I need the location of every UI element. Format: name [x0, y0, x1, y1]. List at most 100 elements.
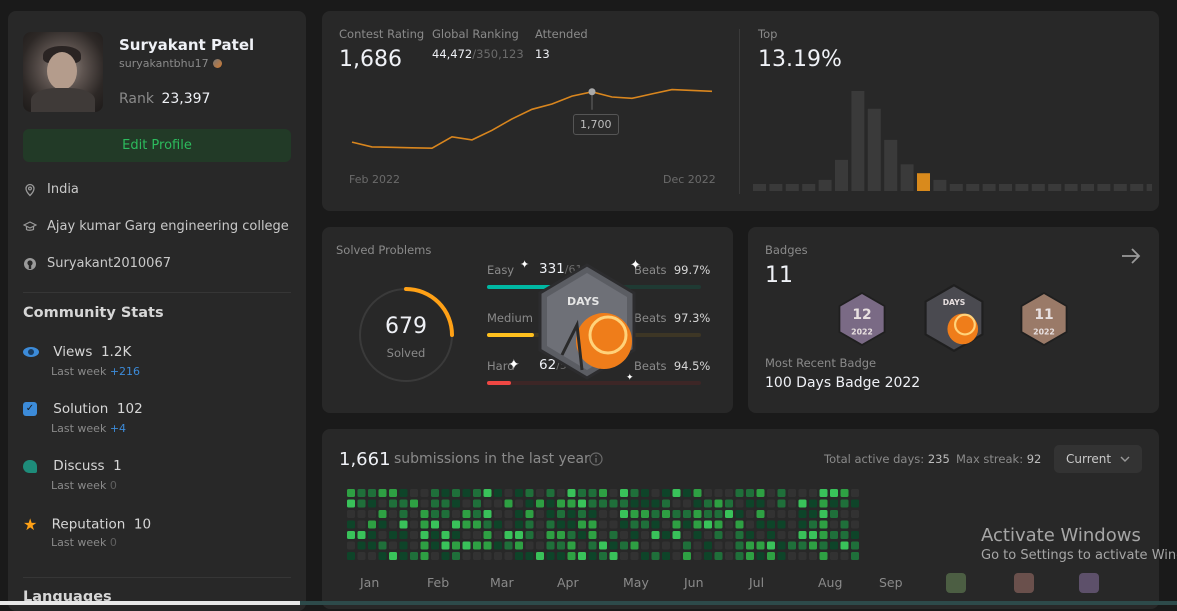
heatmap-cell[interactable]: [357, 541, 366, 550]
heatmap-cell[interactable]: [756, 531, 765, 539]
heatmap-cell[interactable]: [494, 510, 502, 518]
heatmap-cell[interactable]: [830, 489, 838, 497]
heatmap-cell[interactable]: [389, 520, 397, 529]
heatmap-cell[interactable]: [536, 531, 544, 539]
submission-heatmap[interactable]: [347, 489, 1147, 574]
histogram-bar[interactable]: [917, 173, 930, 191]
heatmap-cell[interactable]: [399, 499, 408, 508]
heatmap-cell[interactable]: [431, 510, 439, 518]
heatmap-cell[interactable]: [525, 510, 534, 518]
heatmap-cell[interactable]: [368, 499, 376, 508]
heatmap-cell[interactable]: [483, 531, 492, 539]
heatmap-cell[interactable]: [725, 531, 733, 539]
heatmap-cell[interactable]: [609, 520, 618, 529]
heatmap-cell[interactable]: [368, 489, 376, 497]
heatmap-cell[interactable]: [441, 489, 450, 497]
heatmap-cell[interactable]: [347, 552, 355, 560]
heatmap-cell[interactable]: [798, 520, 807, 529]
heatmap-cell[interactable]: [693, 520, 702, 529]
heatmap-cell[interactable]: [483, 510, 492, 518]
heatmap-cell[interactable]: [704, 520, 712, 529]
heatmap-cell[interactable]: [683, 552, 691, 560]
heatmap-cell[interactable]: [557, 531, 565, 539]
heatmap-cell[interactable]: [693, 489, 702, 497]
heatmap-cell[interactable]: [788, 520, 796, 529]
heatmap-cell[interactable]: [578, 510, 586, 518]
histogram-bar[interactable]: [818, 179, 832, 191]
heatmap-cell[interactable]: [725, 510, 733, 518]
heatmap-cell[interactable]: [515, 541, 523, 550]
heatmap-cell[interactable]: [672, 489, 681, 497]
heatmap-cell[interactable]: [525, 541, 534, 550]
heatmap-cell[interactable]: [599, 510, 607, 518]
heatmap-cell[interactable]: [704, 510, 712, 518]
heatmap-cell[interactable]: [588, 541, 597, 550]
heatmap-cell[interactable]: [704, 541, 712, 550]
heatmap-cell[interactable]: [809, 541, 817, 550]
heatmap-cell[interactable]: [767, 510, 775, 518]
histogram-bar[interactable]: [835, 159, 848, 191]
heatmap-cell[interactable]: [588, 499, 597, 508]
histogram-bar[interactable]: [851, 91, 865, 191]
histogram-bar[interactable]: [1031, 184, 1045, 191]
heatmap-cell[interactable]: [662, 520, 670, 529]
heatmap-cell[interactable]: [819, 531, 828, 539]
heatmap-cell[interactable]: [462, 531, 471, 539]
heatmap-cell[interactable]: [809, 531, 817, 539]
heatmap-cell[interactable]: [630, 552, 639, 560]
heatmap-cell[interactable]: [767, 552, 775, 560]
heatmap-cell[interactable]: [536, 489, 544, 497]
heatmap-cell[interactable]: [788, 489, 796, 497]
heatmap-cell[interactable]: [704, 531, 712, 539]
heatmap-cell[interactable]: [546, 520, 555, 529]
heatmap-cell[interactable]: [567, 520, 576, 529]
heatmap-cell[interactable]: [683, 531, 691, 539]
heatmap-cell[interactable]: [851, 499, 859, 508]
heatmap-cell[interactable]: [756, 552, 765, 560]
heatmap-cell[interactable]: [536, 510, 544, 518]
heatmap-cell[interactable]: [546, 531, 555, 539]
heatmap-cell[interactable]: [851, 520, 859, 529]
heatmap-cell[interactable]: [347, 510, 355, 518]
heatmap-cell[interactable]: [410, 489, 418, 497]
heatmap-cell[interactable]: [557, 510, 565, 518]
heatmap-cell[interactable]: [389, 541, 397, 550]
heatmap-cell[interactable]: [809, 489, 817, 497]
heatmap-cell[interactable]: [809, 520, 817, 529]
histogram-bar[interactable]: [802, 184, 816, 191]
heatmap-cell[interactable]: [788, 552, 796, 560]
heatmap-cell[interactable]: [767, 499, 775, 508]
heatmap-cell[interactable]: [431, 520, 439, 529]
heatmap-cell[interactable]: [515, 499, 523, 508]
heatmap-cell[interactable]: [494, 499, 502, 508]
heatmap-cell[interactable]: [620, 510, 628, 518]
heatmap-cell[interactable]: [525, 520, 534, 529]
heatmap-cell[interactable]: [546, 510, 555, 518]
heatmap-cell[interactable]: [504, 520, 513, 529]
heatmap-cell[interactable]: [431, 489, 439, 497]
heatmap-cell[interactable]: [525, 489, 534, 497]
heatmap-cell[interactable]: [714, 531, 723, 539]
heatmap-cell[interactable]: [399, 510, 408, 518]
heatmap-cell[interactable]: [410, 520, 418, 529]
heatmap-cell[interactable]: [609, 541, 618, 550]
heatmap-cell[interactable]: [557, 520, 565, 529]
heatmap-cell[interactable]: [809, 552, 817, 560]
heatmap-cell[interactable]: [378, 520, 387, 529]
heatmap-cell[interactable]: [515, 520, 523, 529]
heatmap-cell[interactable]: [641, 489, 649, 497]
heatmap-cell[interactable]: [714, 552, 723, 560]
heatmap-cell[interactable]: [819, 489, 828, 497]
histogram-bar[interactable]: [1015, 184, 1029, 191]
heatmap-cell[interactable]: [494, 552, 502, 560]
histogram-bar[interactable]: [1130, 184, 1144, 191]
heatmap-cell[interactable]: [420, 510, 429, 518]
heatmap-cell[interactable]: [651, 520, 660, 529]
heatmap-cell[interactable]: [441, 531, 450, 539]
heatmap-cell[interactable]: [798, 499, 807, 508]
heatmap-cell[interactable]: [368, 510, 376, 518]
heatmap-cell[interactable]: [620, 499, 628, 508]
heatmap-cell[interactable]: [588, 531, 597, 539]
heatmap-cell[interactable]: [630, 541, 639, 550]
heatmap-cell[interactable]: [473, 531, 481, 539]
